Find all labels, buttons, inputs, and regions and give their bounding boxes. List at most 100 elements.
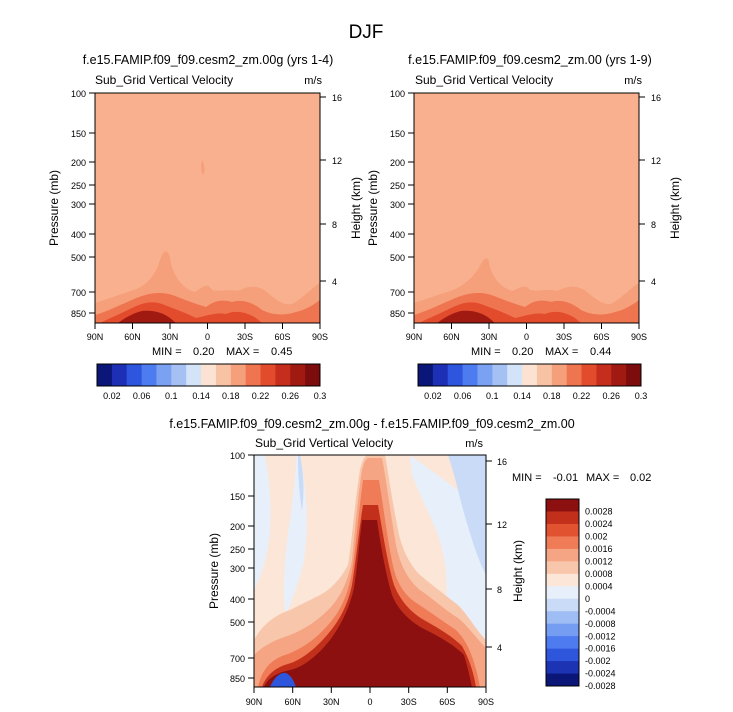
panel-3-y-label: Pressure (mb)	[207, 533, 221, 609]
panel-3-ptick-300: 300	[230, 564, 245, 574]
panel-3-ptick-200: 200	[230, 522, 245, 532]
panel-2-cb-label-5: 0.22	[573, 391, 591, 401]
panel-3-cb-label-0: 0.0028	[585, 507, 613, 517]
panel-1-min-value: 0.20	[193, 346, 214, 358]
panel-1-xtick-0: 0	[205, 332, 210, 342]
panel-3-contour-pos-5	[264, 520, 472, 687]
panel-3-contour-neg-4	[448, 455, 486, 575]
panel-2-contour-peak	[437, 310, 495, 323]
panel-2-ptick-250: 250	[390, 181, 405, 191]
panel-2-colorbar-cell-14	[626, 364, 642, 386]
panel-1-htick-8: 8	[332, 220, 337, 230]
panel-2-htick-4: 4	[651, 277, 656, 287]
panel-3-cb-label-11: -0.0016	[585, 644, 616, 654]
panel-3-ptick-700: 700	[230, 654, 245, 664]
panel-2-colorbar-cell-8	[536, 364, 553, 386]
panel-3-ptick-100: 100	[230, 451, 245, 461]
panel-3-colorbar-cell-2	[546, 523, 579, 537]
panel-1-colorbar-cell-12	[275, 364, 291, 386]
panel-3-max-value: 0.02	[630, 472, 651, 484]
panel-3-min-value: -0.01	[553, 472, 578, 484]
panel-1-colorbar-frame	[96, 363, 321, 387]
panel-3-colorbar-cell-9	[546, 611, 579, 625]
panel-3-contour-neg-5	[298, 455, 304, 510]
panel-2-cb-label-3: 0.14	[513, 391, 531, 401]
panel-1-xtick-90S: 90S	[312, 332, 328, 342]
panel-1-ptick-250: 250	[71, 181, 86, 191]
panel-2-htick-12: 12	[651, 156, 661, 166]
panel-2-colorbar-cell-6	[507, 364, 523, 386]
panel-2-colorbar-cell-2	[447, 364, 463, 386]
panel-3-cb-label-14: -0.0028	[585, 681, 616, 691]
panel-3-contour-neg-6	[270, 672, 296, 687]
figure-title: DJF	[349, 22, 384, 43]
panel-3-ptick-850: 850	[230, 674, 245, 684]
panel-3-htick-4: 4	[497, 643, 502, 653]
panel-2-xtick-0: 0	[524, 332, 529, 342]
panel-3: f.e15.FAMIP.f09_f09.cesm2_zm.00g - f.e15…	[169, 417, 651, 707]
panel-1-contour-spot	[201, 160, 205, 175]
panel-2-x-axis: 90N 60N 30N 0 30S 60S 90S	[406, 323, 647, 342]
panel-3-x-axis: 90N 60N 30N 0 30S 60S 90S	[246, 687, 494, 707]
panel-3-colorbar-cell-13	[546, 661, 579, 674]
panel-3-colorbar-cell-1	[546, 511, 579, 525]
panel-1-ptick-200: 200	[71, 158, 86, 168]
panel-2-colorbar: 0.02 0.06 0.1 0.14 0.18 0.22 0.26 0.3	[417, 363, 647, 401]
panel-3-colorbar-cell-10	[546, 623, 579, 637]
panel-1-ptick-700: 700	[71, 288, 86, 298]
panel-3-ptick-150: 150	[230, 492, 245, 502]
panel-1-colorbar-cell-2	[126, 364, 142, 386]
panel-2-xtick-90N: 90N	[406, 332, 423, 342]
panel-1-title: f.e15.FAMIP.f09_f09.cesm2_zm.00g (yrs 1-…	[83, 53, 334, 67]
panel-2-colorbar-cell-0	[418, 364, 434, 386]
panel-2-colorbar-cell-9	[551, 364, 568, 386]
panel-1-colorbar-cell-4	[156, 364, 172, 386]
panel-3-htick-16: 16	[497, 457, 507, 467]
panel-3-cb-label-4: 0.0012	[585, 557, 613, 567]
panel-2-cb-label-0: 0.02	[424, 391, 442, 401]
panel-1-right-axis: 16 12 8 4 Height (km)	[320, 93, 363, 287]
panel-3-cb-label-7: 0	[585, 594, 590, 604]
panel-3-colorbar-cell-11	[546, 636, 579, 649]
panel-3-xtick-90N: 90N	[246, 697, 263, 707]
panel-1-background	[95, 93, 320, 323]
panel-1-cb-label-0: 0.02	[103, 391, 121, 401]
panel-3-ptick-400: 400	[230, 595, 245, 605]
panel-1-xtick-90N: 90N	[87, 332, 104, 342]
panel-3-xtick-30S: 30S	[401, 697, 417, 707]
panel-2-max-label: MAX =	[545, 346, 578, 358]
panel-1-colorbar-cell-8	[215, 364, 232, 386]
panel-2-colorbar-cell-3	[462, 364, 478, 386]
panel-1-colorbar: 0.02 0.06 0.1 0.14 0.18 0.22 0.26 0.3	[96, 363, 326, 401]
panel-1-colorbar-cell-7	[201, 364, 217, 386]
panel-2-ptick-200: 200	[390, 158, 405, 168]
panel-3-right-axis: 16 12 8 4 Height (km)	[486, 457, 525, 653]
panel-1-htick-12: 12	[332, 156, 342, 166]
panel-3-cb-label-5: 0.0008	[585, 569, 613, 579]
panel-3-cb-label-3: 0.0016	[585, 544, 613, 554]
panel-1-colorbar-cells	[97, 364, 321, 386]
panel-1-cb-label-2: 0.1	[165, 391, 178, 401]
panel-1-variable: Sub_Grid Vertical Velocity	[95, 73, 233, 87]
panel-2-right-axis: 16 12 8 4 Height (km)	[639, 93, 682, 287]
panel-1-colorbar-cell-3	[141, 364, 157, 386]
panel-2-variable: Sub_Grid Vertical Velocity	[415, 73, 553, 87]
panel-1-max-label: MAX =	[226, 346, 259, 358]
panel-2-colorbar-frame	[417, 363, 642, 387]
panel-1-ptick-400: 400	[71, 230, 86, 240]
panel-1-colorbar-cell-0	[97, 364, 113, 386]
panel-1-contour-peak	[118, 310, 176, 323]
panel-3-contour-neg-1	[254, 455, 271, 590]
panel-3-max-label: MAX =	[586, 472, 619, 484]
panel-1-field	[94, 92, 321, 324]
panel-1-max-value: 0.45	[271, 346, 292, 358]
panel-1-colorbar-cell-5	[171, 364, 187, 386]
panel-2-colorbar-cell-7	[522, 364, 538, 386]
panel-3-cb-label-1: 0.0024	[585, 519, 613, 529]
panel-2-htick-8: 8	[651, 220, 656, 230]
panel-2-colorbar-cell-12	[596, 364, 612, 386]
panel-3-cb-label-13: -0.0024	[585, 669, 616, 679]
panel-3-units: m/s	[465, 438, 483, 450]
panel-2-xtick-60S: 60S	[593, 332, 609, 342]
panel-1-units: m/s	[304, 75, 322, 87]
